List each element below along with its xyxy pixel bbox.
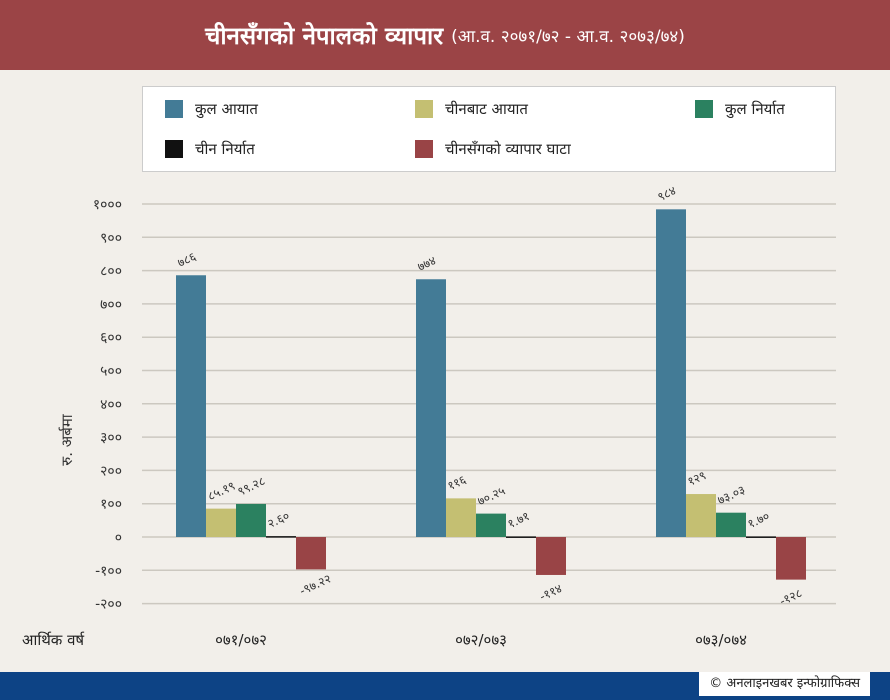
y-tick-label: ४०० (100, 397, 122, 413)
y-axis-label: रु. अर्बमा (58, 413, 76, 466)
y-tick-label: ८०० (100, 264, 122, 280)
y-tick-label: २०० (100, 463, 122, 479)
legend-label: चीनबाट आयात (445, 100, 528, 118)
legend-item: चीनसँगको व्यापार घाटा (415, 139, 571, 159)
bar (716, 512, 746, 537)
x-tick-label: ०७१/०७२ (215, 631, 267, 649)
legend: कुल आयात चीनबाट आयात कुल निर्यात चीन निर… (142, 86, 836, 172)
bar (506, 536, 536, 538)
data-label: १.७० (745, 509, 771, 531)
data-label: ८५.१९ (205, 478, 237, 503)
data-label: १.७१ (505, 509, 531, 531)
legend-swatch (415, 140, 433, 158)
data-label: ७८६ (175, 249, 198, 270)
legend-label: कुल निर्यात (725, 100, 785, 118)
bar (176, 275, 206, 537)
legend-item: कुल आयात (165, 99, 258, 119)
legend-swatch (165, 100, 183, 118)
header: चीनसँगको नेपालको व्यापार (आ.व. २०७१/७२ -… (0, 0, 890, 70)
bar (656, 209, 686, 537)
y-tick-label: ३०० (100, 430, 122, 446)
bar (776, 537, 806, 580)
y-tick-label: ९०० (100, 230, 122, 246)
bar (446, 498, 476, 537)
legend-label: कुल आयात (195, 100, 258, 118)
legend-swatch (165, 140, 183, 158)
data-label: ९८४ (655, 183, 678, 204)
legend-item: चीन निर्यात (165, 139, 255, 159)
data-label: ९९.२८ (235, 474, 267, 499)
data-label: -११४ (537, 581, 564, 603)
x-tick-label: ०७२/०७३ (455, 631, 507, 649)
data-label: २.६० (265, 509, 291, 531)
credit: © अनलाइनखबर इन्फोग्राफिक्स (699, 672, 870, 696)
bar (266, 536, 296, 538)
data-label: १२९ (685, 468, 708, 489)
y-tick-label: -१०० (95, 563, 122, 579)
data-label: ११६ (445, 472, 468, 493)
x-tick-label: ०७३/०७४ (695, 631, 747, 649)
footer: © अनलाइनखबर इन्फोग्राफिक्स (0, 672, 890, 700)
bar (296, 537, 326, 570)
y-tick-label: ५०० (100, 364, 122, 380)
legend-swatch (695, 100, 713, 118)
x-axis-label: आर्थिक वर्ष (22, 631, 85, 649)
y-tick-label: १००० (93, 197, 122, 213)
bar (416, 279, 446, 537)
data-label: -९७.२२ (297, 571, 333, 598)
legend-item: चीनबाट आयात (415, 99, 528, 119)
data-label: -१२८ (777, 586, 804, 608)
legend-label: चीन निर्यात (195, 140, 255, 158)
y-tick-label: ७०० (100, 297, 122, 313)
legend-label: चीनसँगको व्यापार घाटा (445, 140, 571, 158)
y-tick-label: १०० (100, 497, 122, 513)
y-tick-label: ० (115, 530, 122, 546)
legend-swatch (415, 100, 433, 118)
legend-item: कुल निर्यात (695, 99, 785, 119)
bar (536, 537, 566, 575)
bar (206, 508, 236, 537)
chart-subtitle: (आ.व. २०७१/७२ - आ.व. २०७३/७४) (451, 26, 685, 47)
y-tick-label: -२०० (95, 597, 122, 613)
y-tick-label: ६०० (100, 330, 122, 346)
bar (746, 536, 776, 538)
bar (686, 494, 716, 537)
bar-chart: रु. अर्बमा आर्थिक वर्ष -२०० -१०० ० १०० २०० ३०… (22, 183, 836, 649)
chart-title: चीनसँगको नेपालको व्यापार (205, 21, 444, 50)
data-label: ७०.२५ (475, 483, 507, 508)
bar (236, 503, 266, 537)
bar (476, 513, 506, 537)
